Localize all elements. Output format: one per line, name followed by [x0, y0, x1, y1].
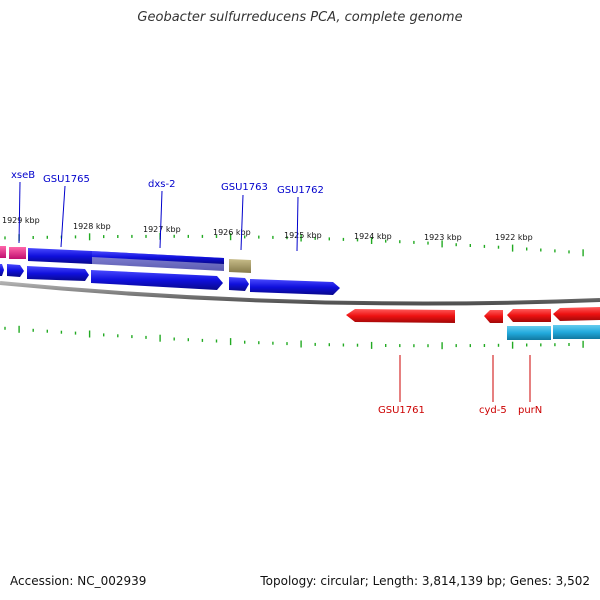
- gene-arrow[interactable]: [250, 279, 340, 295]
- label-leader: [159, 190, 163, 249]
- gene-label-GSU1765[interactable]: GSU1765: [43, 174, 90, 185]
- gene-label-xseB[interactable]: xseB: [11, 170, 35, 181]
- scale-label: 1922 kbp: [495, 233, 533, 242]
- scale-label: 1925 kbp: [284, 231, 322, 240]
- label-leader: [60, 185, 66, 248]
- gene-arrow[interactable]: [229, 277, 249, 291]
- scale-label: 1927 kbp: [143, 225, 181, 234]
- gene-arrow[interactable]: [27, 266, 89, 281]
- scale-label: 1929 kbp: [2, 216, 40, 225]
- gene-feature[interactable]: [0, 246, 6, 258]
- scale-labels: 1929 kbp 1928 kbp 1927 kbp 1926 kbp 1925…: [2, 216, 533, 242]
- gene-arrow-purN[interactable]: [507, 309, 551, 322]
- scale-label: 1926 kbp: [213, 228, 251, 237]
- gene-label-GSU1763[interactable]: GSU1763: [221, 182, 268, 193]
- genome-backbone: [0, 281, 600, 306]
- gene-label-purN[interactable]: purN: [518, 405, 542, 416]
- reverse-strand-outer-lane: [507, 325, 600, 340]
- gene-label-GSU1761[interactable]: GSU1761: [378, 405, 425, 416]
- label-leader: [296, 196, 299, 252]
- gene-feature[interactable]: [507, 326, 551, 340]
- gene-feature-xseB[interactable]: [9, 247, 26, 259]
- accession-text: Accession: NC_002939: [10, 574, 147, 588]
- reverse-strand-inner-lane: [346, 307, 600, 323]
- gene-arrow[interactable]: [553, 307, 600, 321]
- forward-gene-labels: xseB GSU1765 dxs-2 GSU1763 GSU1762: [11, 170, 324, 252]
- forward-strand-inner-lane: [0, 264, 340, 295]
- label-leader: [240, 194, 244, 251]
- genome-title: Geobacter sulfurreducens PCA, complete g…: [137, 10, 463, 25]
- forward-strand-outer-lane: [0, 246, 251, 273]
- gene-label-dxs-2[interactable]: dxs-2: [148, 179, 175, 190]
- scale-label: 1924 kbp: [354, 232, 392, 241]
- label-leader: [18, 181, 21, 244]
- reverse-gene-labels: GSU1761 cyd-5 purN: [378, 355, 542, 416]
- reverse-scale-ticks: [4, 325, 584, 350]
- gene-arrow-cyd-5[interactable]: [484, 310, 503, 323]
- scale-label: 1923 kbp: [424, 233, 462, 242]
- gene-arrow[interactable]: [0, 264, 4, 276]
- gene-arrow[interactable]: [91, 270, 223, 290]
- gene-label-cyd-5[interactable]: cyd-5: [479, 405, 507, 416]
- gene-arrow[interactable]: [7, 264, 24, 277]
- gene-feature-GSU1765[interactable]: [28, 248, 92, 264]
- gene-label-GSU1762[interactable]: GSU1762: [277, 185, 324, 196]
- gene-feature-dxs-2-highlight: [92, 251, 224, 264]
- gene-feature-GSU1763[interactable]: [229, 259, 251, 273]
- genome-summary-text: Topology: circular; Length: 3,814,139 bp…: [260, 574, 590, 588]
- scale-label: 1928 kbp: [73, 222, 111, 231]
- gene-arrow-GSU1761[interactable]: [346, 309, 455, 323]
- gene-feature[interactable]: [553, 325, 600, 339]
